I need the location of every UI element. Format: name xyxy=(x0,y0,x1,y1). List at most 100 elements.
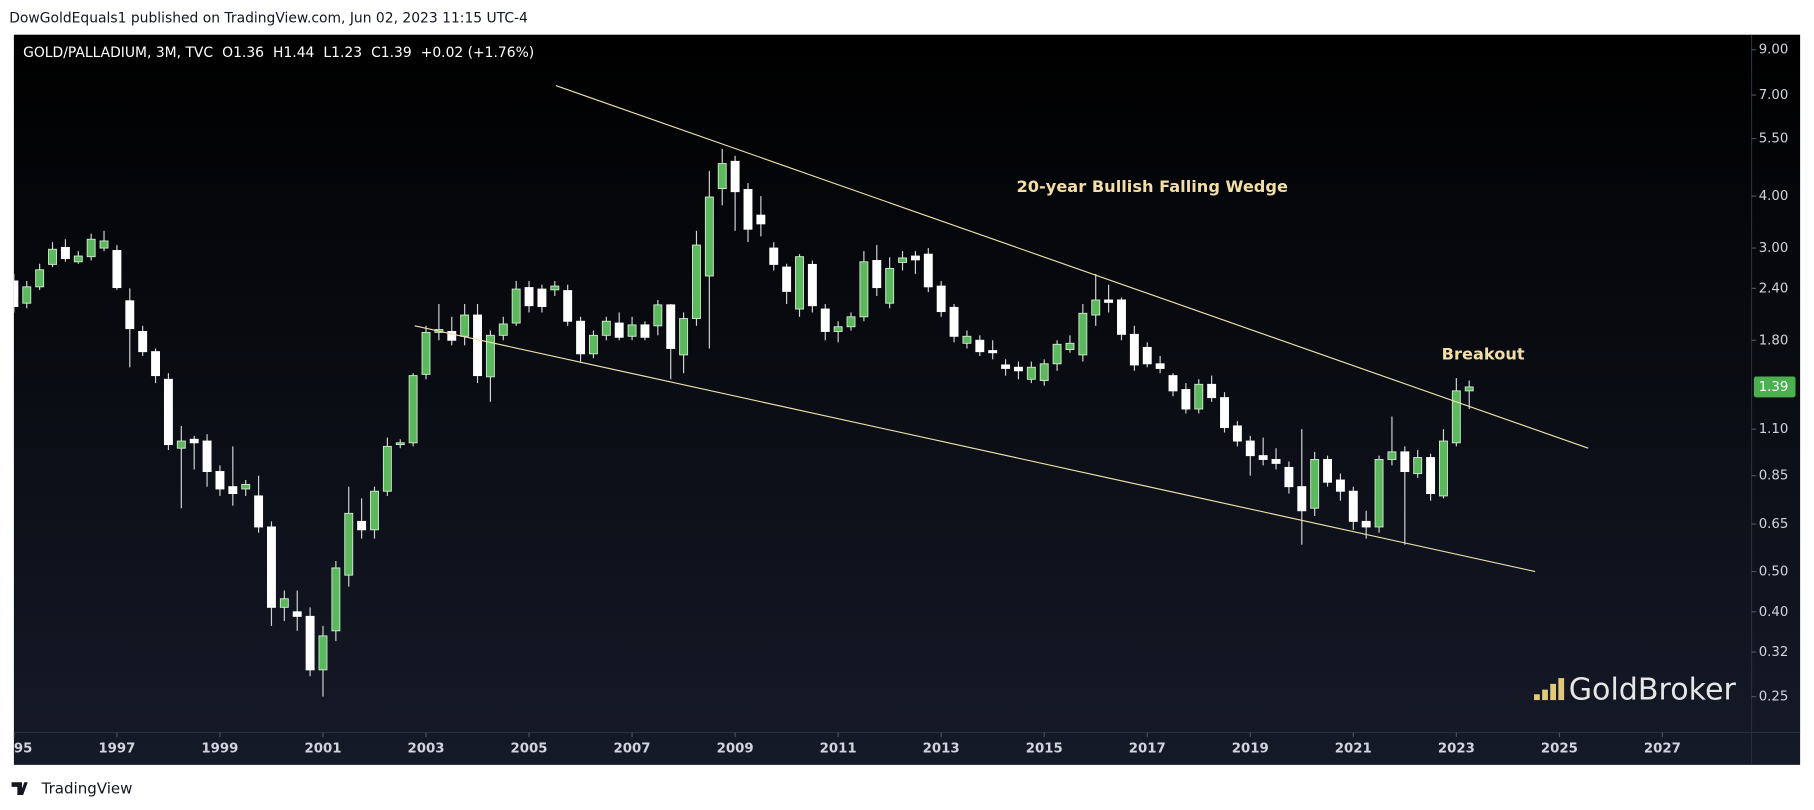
publish-header: DowGoldEquals1 published on TradingView.… xyxy=(9,11,528,27)
candle-body xyxy=(1026,366,1036,380)
candle-body xyxy=(885,267,895,304)
candle-body xyxy=(1451,390,1461,444)
candle-body xyxy=(1297,486,1307,512)
candle-body xyxy=(1142,346,1152,365)
candle-body xyxy=(1413,457,1423,475)
legend-open: O1.36 xyxy=(222,45,264,61)
last-price-label: 1.39 xyxy=(1759,380,1789,395)
y-tick-label: 5.50 xyxy=(1759,132,1789,147)
candle-body xyxy=(975,339,985,353)
candle-body xyxy=(782,266,792,292)
candle-body xyxy=(99,240,109,249)
candle-body xyxy=(936,285,946,313)
y-tick-label: 0.85 xyxy=(1759,469,1789,484)
x-tick-label: 2021 xyxy=(1335,742,1372,757)
candle-body xyxy=(241,483,251,490)
y-tick-label: 9.00 xyxy=(1759,43,1789,58)
candle-body xyxy=(60,246,70,260)
candle-body xyxy=(189,438,199,444)
candle-body xyxy=(537,288,547,307)
symbol: GOLD/PALLADIUM, 3M, TVC xyxy=(23,45,213,61)
candle-body xyxy=(550,285,560,291)
candle-body xyxy=(1155,363,1165,369)
candle-body xyxy=(511,288,521,324)
candle-body xyxy=(859,261,869,318)
candle-body xyxy=(576,320,586,355)
candle-body xyxy=(1168,375,1178,392)
candle-body xyxy=(1361,520,1371,528)
chart-background xyxy=(13,34,1801,765)
candle-body xyxy=(898,257,907,263)
candle-body xyxy=(743,189,753,230)
candle-body xyxy=(588,334,598,355)
candle-body xyxy=(267,526,276,608)
last-price-badge xyxy=(1753,376,1796,398)
candle-body xyxy=(86,238,96,258)
candle-body xyxy=(163,378,173,446)
candle-body xyxy=(318,635,328,671)
price-axis: 9.00 7.00 5.50 4.00 3.00 2.40 1.80 1.10 0.85 0.65… xyxy=(1751,43,1796,705)
y-tick-label: 2.40 xyxy=(1759,281,1789,296)
candle-body xyxy=(614,322,624,338)
candle-body xyxy=(228,486,238,495)
logo-bar xyxy=(1534,694,1540,701)
candle-body xyxy=(498,323,508,336)
time-axis: 1995 1997 1999 2001 2003 2005 2007 2009 2011 2013… xyxy=(13,732,1681,757)
candle-body xyxy=(988,350,998,354)
candle-body xyxy=(1220,397,1229,429)
candle-body xyxy=(370,490,379,531)
x-tick-label: 2015 xyxy=(1026,742,1063,757)
candle-body xyxy=(1104,299,1114,303)
candle-body xyxy=(730,160,740,193)
y-tick-label: 0.65 xyxy=(1759,517,1789,532)
candle-body xyxy=(460,314,470,337)
candle-body xyxy=(1387,451,1397,460)
candle-body xyxy=(35,269,45,288)
candle-body xyxy=(395,442,405,446)
candle-body xyxy=(717,163,727,190)
plot-area xyxy=(13,84,1589,697)
watermark: GoldBroker xyxy=(1534,672,1736,707)
candle-body xyxy=(820,308,830,332)
candle-body xyxy=(1400,451,1410,472)
candle-body xyxy=(923,253,933,288)
trend-line xyxy=(414,325,1536,573)
candle-body xyxy=(13,280,19,307)
candle-body xyxy=(1245,440,1255,457)
candle-body xyxy=(1194,383,1204,410)
candle-body xyxy=(1464,386,1474,392)
candle-body xyxy=(215,471,225,490)
legend-low: L1.23 xyxy=(323,45,362,61)
x-tick-label: 2019 xyxy=(1232,742,1269,757)
candle-body xyxy=(1232,425,1242,442)
y-tick-label: 0.50 xyxy=(1759,565,1789,580)
candle-body xyxy=(1091,299,1101,316)
candle-body xyxy=(344,512,354,576)
candle-body xyxy=(653,304,663,327)
candle-body xyxy=(910,255,920,261)
candle-body xyxy=(292,611,302,617)
candle-body xyxy=(692,244,701,320)
x-tick-label: 2001 xyxy=(304,742,341,757)
candle-body xyxy=(1426,457,1436,495)
candle-body xyxy=(1258,455,1268,460)
candle-body xyxy=(795,256,804,310)
candle-body xyxy=(949,306,959,337)
candle-body xyxy=(601,320,611,336)
candle-body xyxy=(627,324,637,337)
logo-bar xyxy=(1550,683,1557,701)
candle-body xyxy=(1310,459,1320,509)
candle-body xyxy=(524,287,534,307)
x-tick-label: 2011 xyxy=(820,742,857,757)
y-tick-label: 1.80 xyxy=(1759,333,1789,348)
y-tick-label: 3.00 xyxy=(1759,241,1789,256)
x-tick-label: 2023 xyxy=(1438,742,1475,757)
candle-body xyxy=(421,331,431,375)
candle-body xyxy=(73,255,83,263)
legend-high: H1.44 xyxy=(273,45,314,61)
candle-body xyxy=(563,290,573,322)
candle-body xyxy=(1129,333,1139,366)
candle-body xyxy=(1065,342,1075,350)
annotation: 20-year Bullish Falling Wedge xyxy=(1017,177,1288,196)
candle-body xyxy=(151,351,161,377)
